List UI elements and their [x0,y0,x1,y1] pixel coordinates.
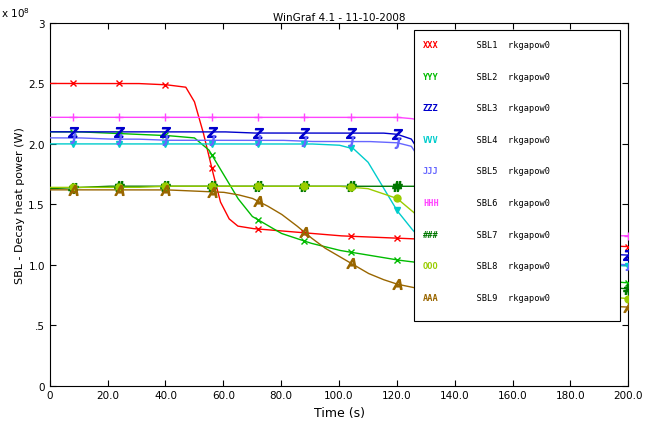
Y-axis label: SBL - Decay heat power (W): SBL - Decay heat power (W) [16,127,25,283]
Text: JJJ: JJJ [423,167,439,176]
Title: WinGraf 4.1 - 11-10-2008: WinGraf 4.1 - 11-10-2008 [273,13,406,23]
Text: AAA: AAA [423,293,439,302]
Text: XXX: XXX [423,41,439,50]
Text: OOO: OOO [423,262,439,271]
Text: SBL1  rkgapow0: SBL1 rkgapow0 [466,41,551,50]
Text: SBL7  rkgapow0: SBL7 rkgapow0 [466,230,551,239]
Text: SBL8  rkgapow0: SBL8 rkgapow0 [466,262,551,271]
Text: ZZZ: ZZZ [423,104,439,113]
Text: HHH: HHH [423,199,439,207]
Text: YYY: YYY [423,73,439,82]
Text: SBL9  rkgapow0: SBL9 rkgapow0 [466,293,551,302]
Text: x 10$^8$: x 10$^8$ [1,6,29,20]
Text: SBL2  rkgapow0: SBL2 rkgapow0 [466,73,551,82]
Text: SBL6  rkgapow0: SBL6 rkgapow0 [466,199,551,207]
Text: SBL5  rkgapow0: SBL5 rkgapow0 [466,167,551,176]
Text: SBL3  rkgapow0: SBL3 rkgapow0 [466,104,551,113]
X-axis label: Time (s): Time (s) [313,406,365,419]
Text: VVV: VVV [423,135,439,144]
Bar [414,31,619,322]
Text: ###: ### [423,230,439,239]
Text: SBL4  rkgapow0: SBL4 rkgapow0 [466,135,551,144]
